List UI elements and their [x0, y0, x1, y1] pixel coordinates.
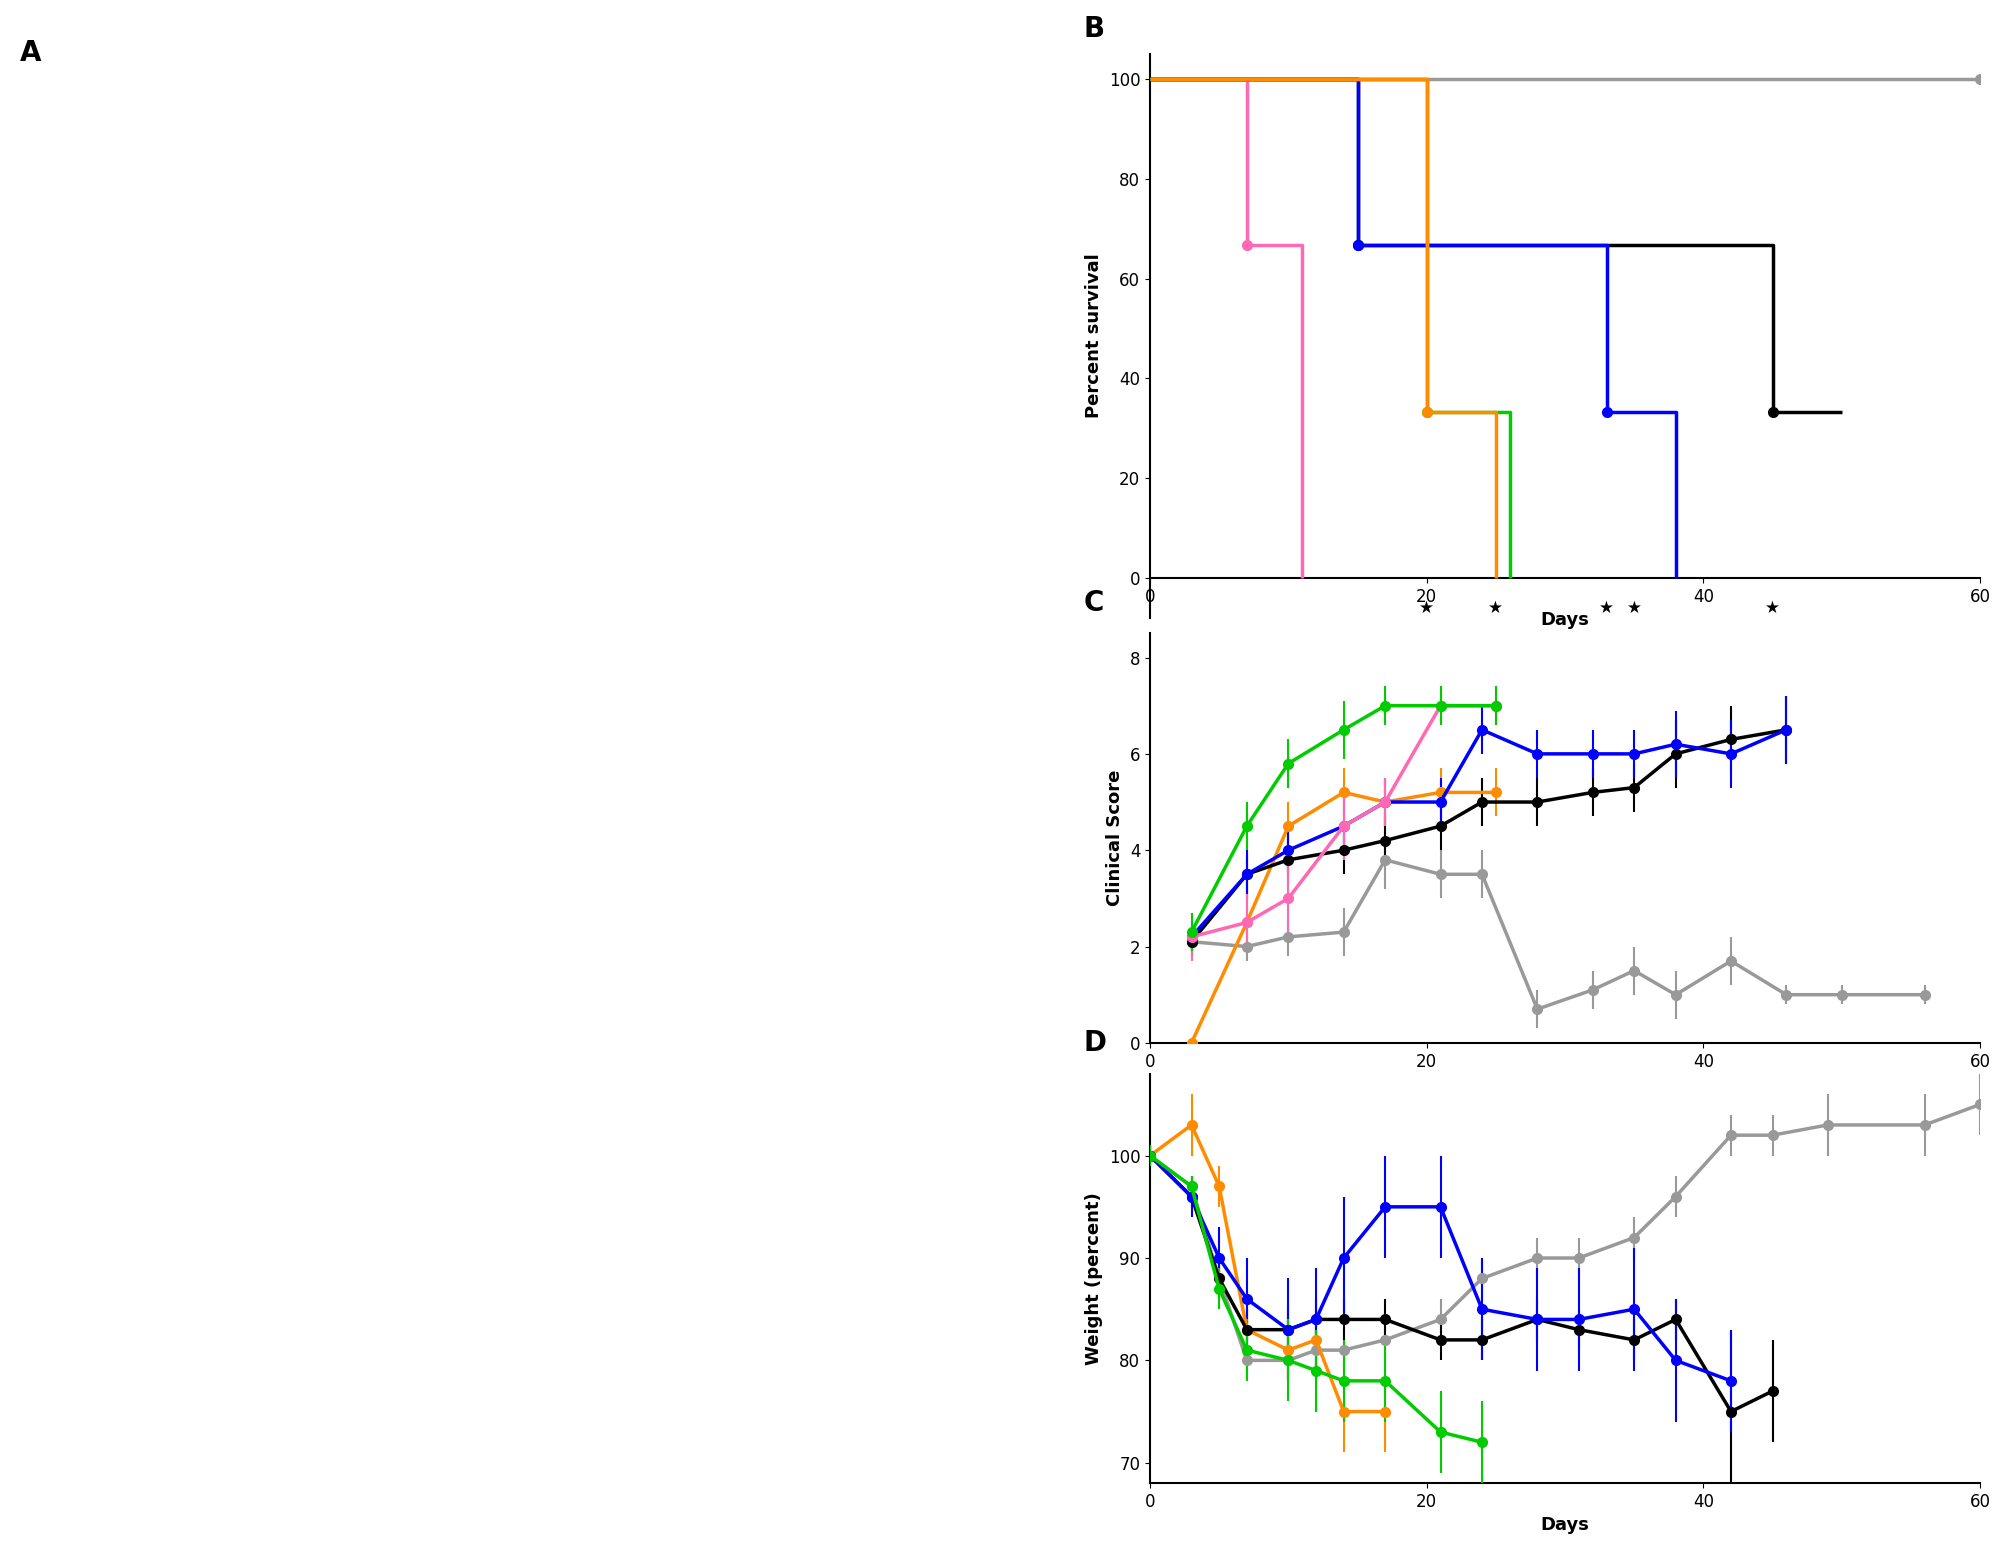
Text: B: B — [1084, 15, 1104, 43]
X-axis label: Days: Days — [1540, 1077, 1590, 1094]
Text: ★: ★ — [1626, 599, 1642, 616]
Text: ★: ★ — [1420, 599, 1434, 616]
Text: ★: ★ — [1488, 599, 1504, 616]
Text: C: C — [1084, 589, 1104, 616]
Text: ★: ★ — [1766, 599, 1780, 616]
Y-axis label: Clinical Score: Clinical Score — [1106, 769, 1124, 907]
X-axis label: Days: Days — [1540, 1517, 1590, 1534]
Text: A: A — [20, 39, 42, 66]
Text: D: D — [1084, 1029, 1106, 1057]
Y-axis label: Weight (percent): Weight (percent) — [1086, 1193, 1104, 1364]
Y-axis label: Percent survival: Percent survival — [1086, 253, 1104, 419]
Text: ★: ★ — [1600, 599, 1614, 616]
X-axis label: Days: Days — [1540, 612, 1590, 629]
